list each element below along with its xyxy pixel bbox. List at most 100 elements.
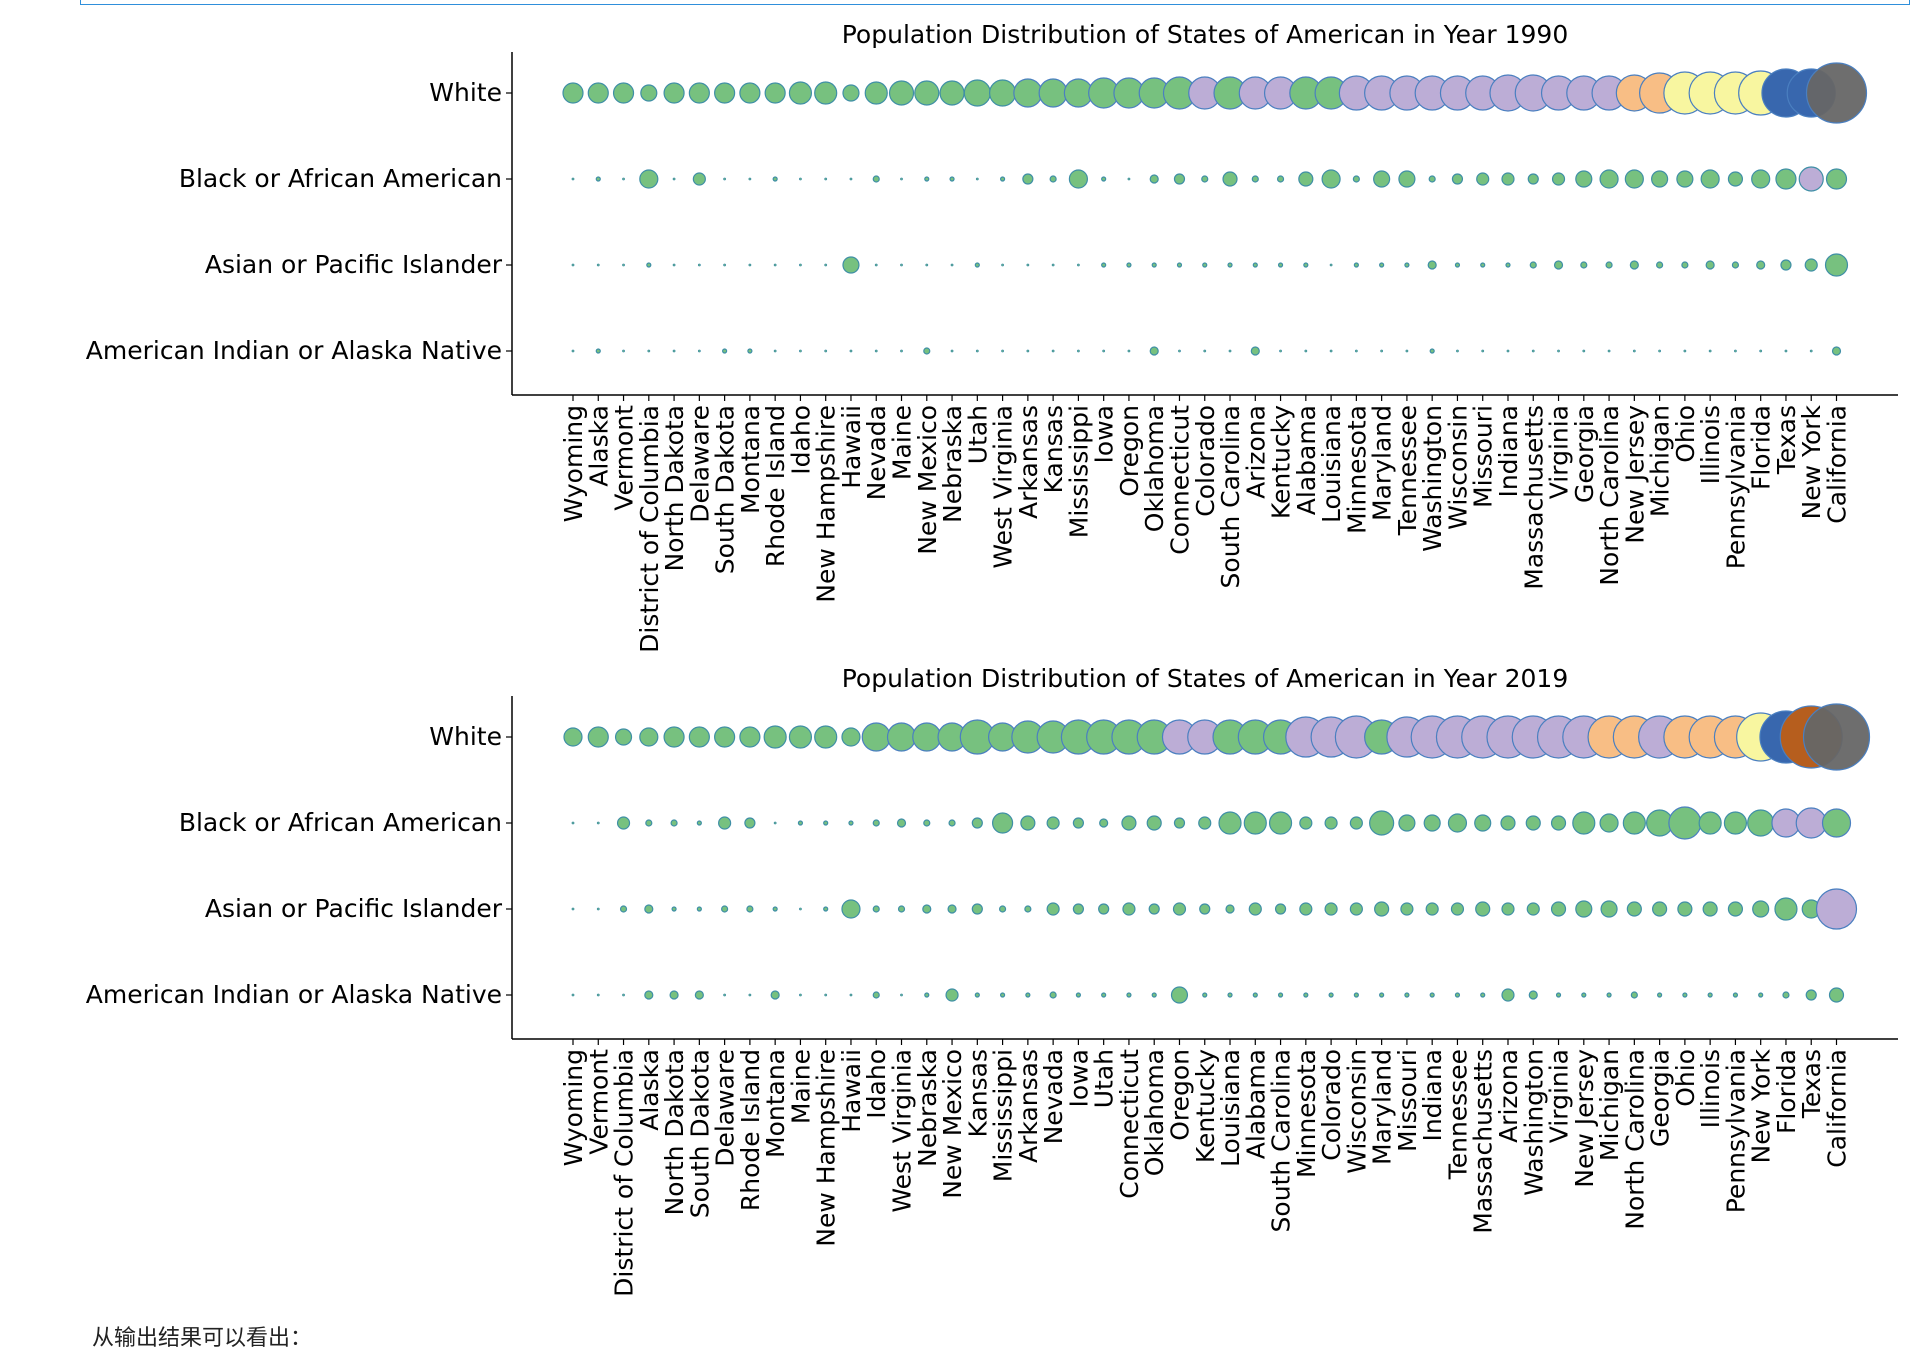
bubble — [770, 990, 780, 1000]
bubble — [616, 816, 631, 830]
x-tick-label: New York — [1747, 1048, 1776, 1163]
bubble — [1501, 902, 1515, 916]
bubble — [974, 262, 980, 268]
bubble — [788, 81, 813, 105]
bubble — [1098, 903, 1110, 915]
bubble — [1068, 169, 1089, 189]
bubble — [1657, 992, 1663, 998]
bubble — [571, 177, 575, 181]
bubble — [1101, 262, 1107, 268]
bubble — [1380, 349, 1384, 353]
x-tick-label: Alabama — [1292, 405, 1321, 515]
y-tick-label: White — [429, 722, 502, 751]
bubble — [1379, 992, 1385, 998]
bubble — [622, 177, 625, 181]
x-tick-label: Virginia — [1545, 1049, 1574, 1143]
bubble — [1248, 902, 1262, 916]
bubble — [1582, 349, 1586, 353]
bubble — [1451, 173, 1464, 185]
bubble — [949, 176, 955, 182]
bubble — [900, 349, 903, 353]
bubble — [1480, 992, 1486, 998]
chart-panel-2: Population Distribution of States of Ame… — [86, 664, 1898, 1297]
bubble — [1001, 349, 1004, 353]
bubble — [1702, 901, 1718, 917]
bubble — [1805, 989, 1817, 1001]
bubble — [1475, 901, 1491, 917]
bubble — [571, 907, 575, 911]
bubble — [1474, 814, 1492, 832]
bubble — [963, 79, 991, 107]
bubble — [1051, 349, 1055, 353]
bubble — [848, 820, 854, 826]
x-tick-label: Mississippi — [1064, 405, 1093, 538]
x-tick-label: Alaska — [584, 405, 613, 487]
bubble — [1824, 253, 1849, 277]
bubble — [1101, 176, 1107, 182]
bubble — [1525, 815, 1541, 831]
x-tick-label: Illinois — [1696, 405, 1725, 484]
bubble — [1775, 168, 1797, 190]
bubble — [1072, 817, 1085, 829]
bubble — [1127, 177, 1131, 181]
bubble — [1501, 172, 1515, 186]
bubble — [1752, 900, 1770, 918]
bubble — [1651, 170, 1669, 188]
bubble — [896, 818, 907, 828]
bubble — [797, 820, 804, 826]
bubble — [1804, 258, 1818, 272]
bubble — [1024, 905, 1032, 913]
bubble — [824, 993, 828, 997]
x-tick-label: Florida — [1772, 1049, 1801, 1134]
bubble — [1454, 992, 1461, 998]
bubble — [874, 263, 878, 267]
bubble — [814, 725, 838, 749]
x-tick-label: Massachusetts — [1519, 405, 1548, 590]
x-tick-label: District of Columbia — [635, 405, 664, 653]
bubble — [1751, 169, 1771, 189]
x-tick-label: Montana — [761, 1049, 790, 1158]
y-tick-label: Black or African American — [179, 164, 502, 193]
bubble — [1705, 260, 1715, 270]
bubble — [639, 727, 659, 747]
x-tick-label: New Hampshire — [812, 405, 841, 603]
bubble — [1727, 171, 1744, 187]
bubble — [571, 263, 575, 267]
x-tick-label: South Carolina — [1216, 405, 1245, 588]
bubble — [748, 263, 752, 267]
bubble — [799, 263, 802, 267]
bubble — [1353, 992, 1359, 998]
bubble — [1250, 346, 1260, 356]
bubble — [1668, 806, 1702, 840]
bubble — [1227, 992, 1233, 998]
bubble — [772, 906, 778, 912]
bubble — [999, 176, 1006, 182]
bubble — [714, 726, 736, 748]
bubble — [1170, 986, 1189, 1004]
x-tick-label: Kentucky — [1191, 1049, 1220, 1163]
bubble — [950, 349, 954, 353]
bubble — [1398, 170, 1416, 188]
bubble — [1146, 815, 1162, 831]
bubble — [595, 348, 601, 354]
x-tick-label: Indiana — [1494, 405, 1523, 498]
bubble — [823, 906, 829, 912]
x-tick-label: New York — [1797, 404, 1826, 519]
x-tick-label: Texas — [1772, 405, 1801, 475]
bubble — [1001, 263, 1004, 267]
x-tick-label: Ohio — [1671, 405, 1700, 463]
bubble — [799, 349, 802, 353]
bubble — [975, 177, 979, 181]
bubble — [1324, 816, 1338, 830]
bubble — [1173, 817, 1186, 829]
bubble — [1629, 260, 1639, 270]
bubble — [1328, 992, 1334, 998]
bubble — [872, 819, 880, 827]
bubble — [1046, 902, 1060, 916]
chart-panel-1: Population Distribution of States of Ame… — [86, 20, 1898, 653]
x-tick-label: Tennessee — [1443, 1049, 1472, 1180]
x-tick-label: Iowa — [1064, 1049, 1093, 1107]
bubble — [723, 993, 727, 997]
bubble — [1828, 987, 1845, 1003]
bubble — [888, 80, 915, 106]
